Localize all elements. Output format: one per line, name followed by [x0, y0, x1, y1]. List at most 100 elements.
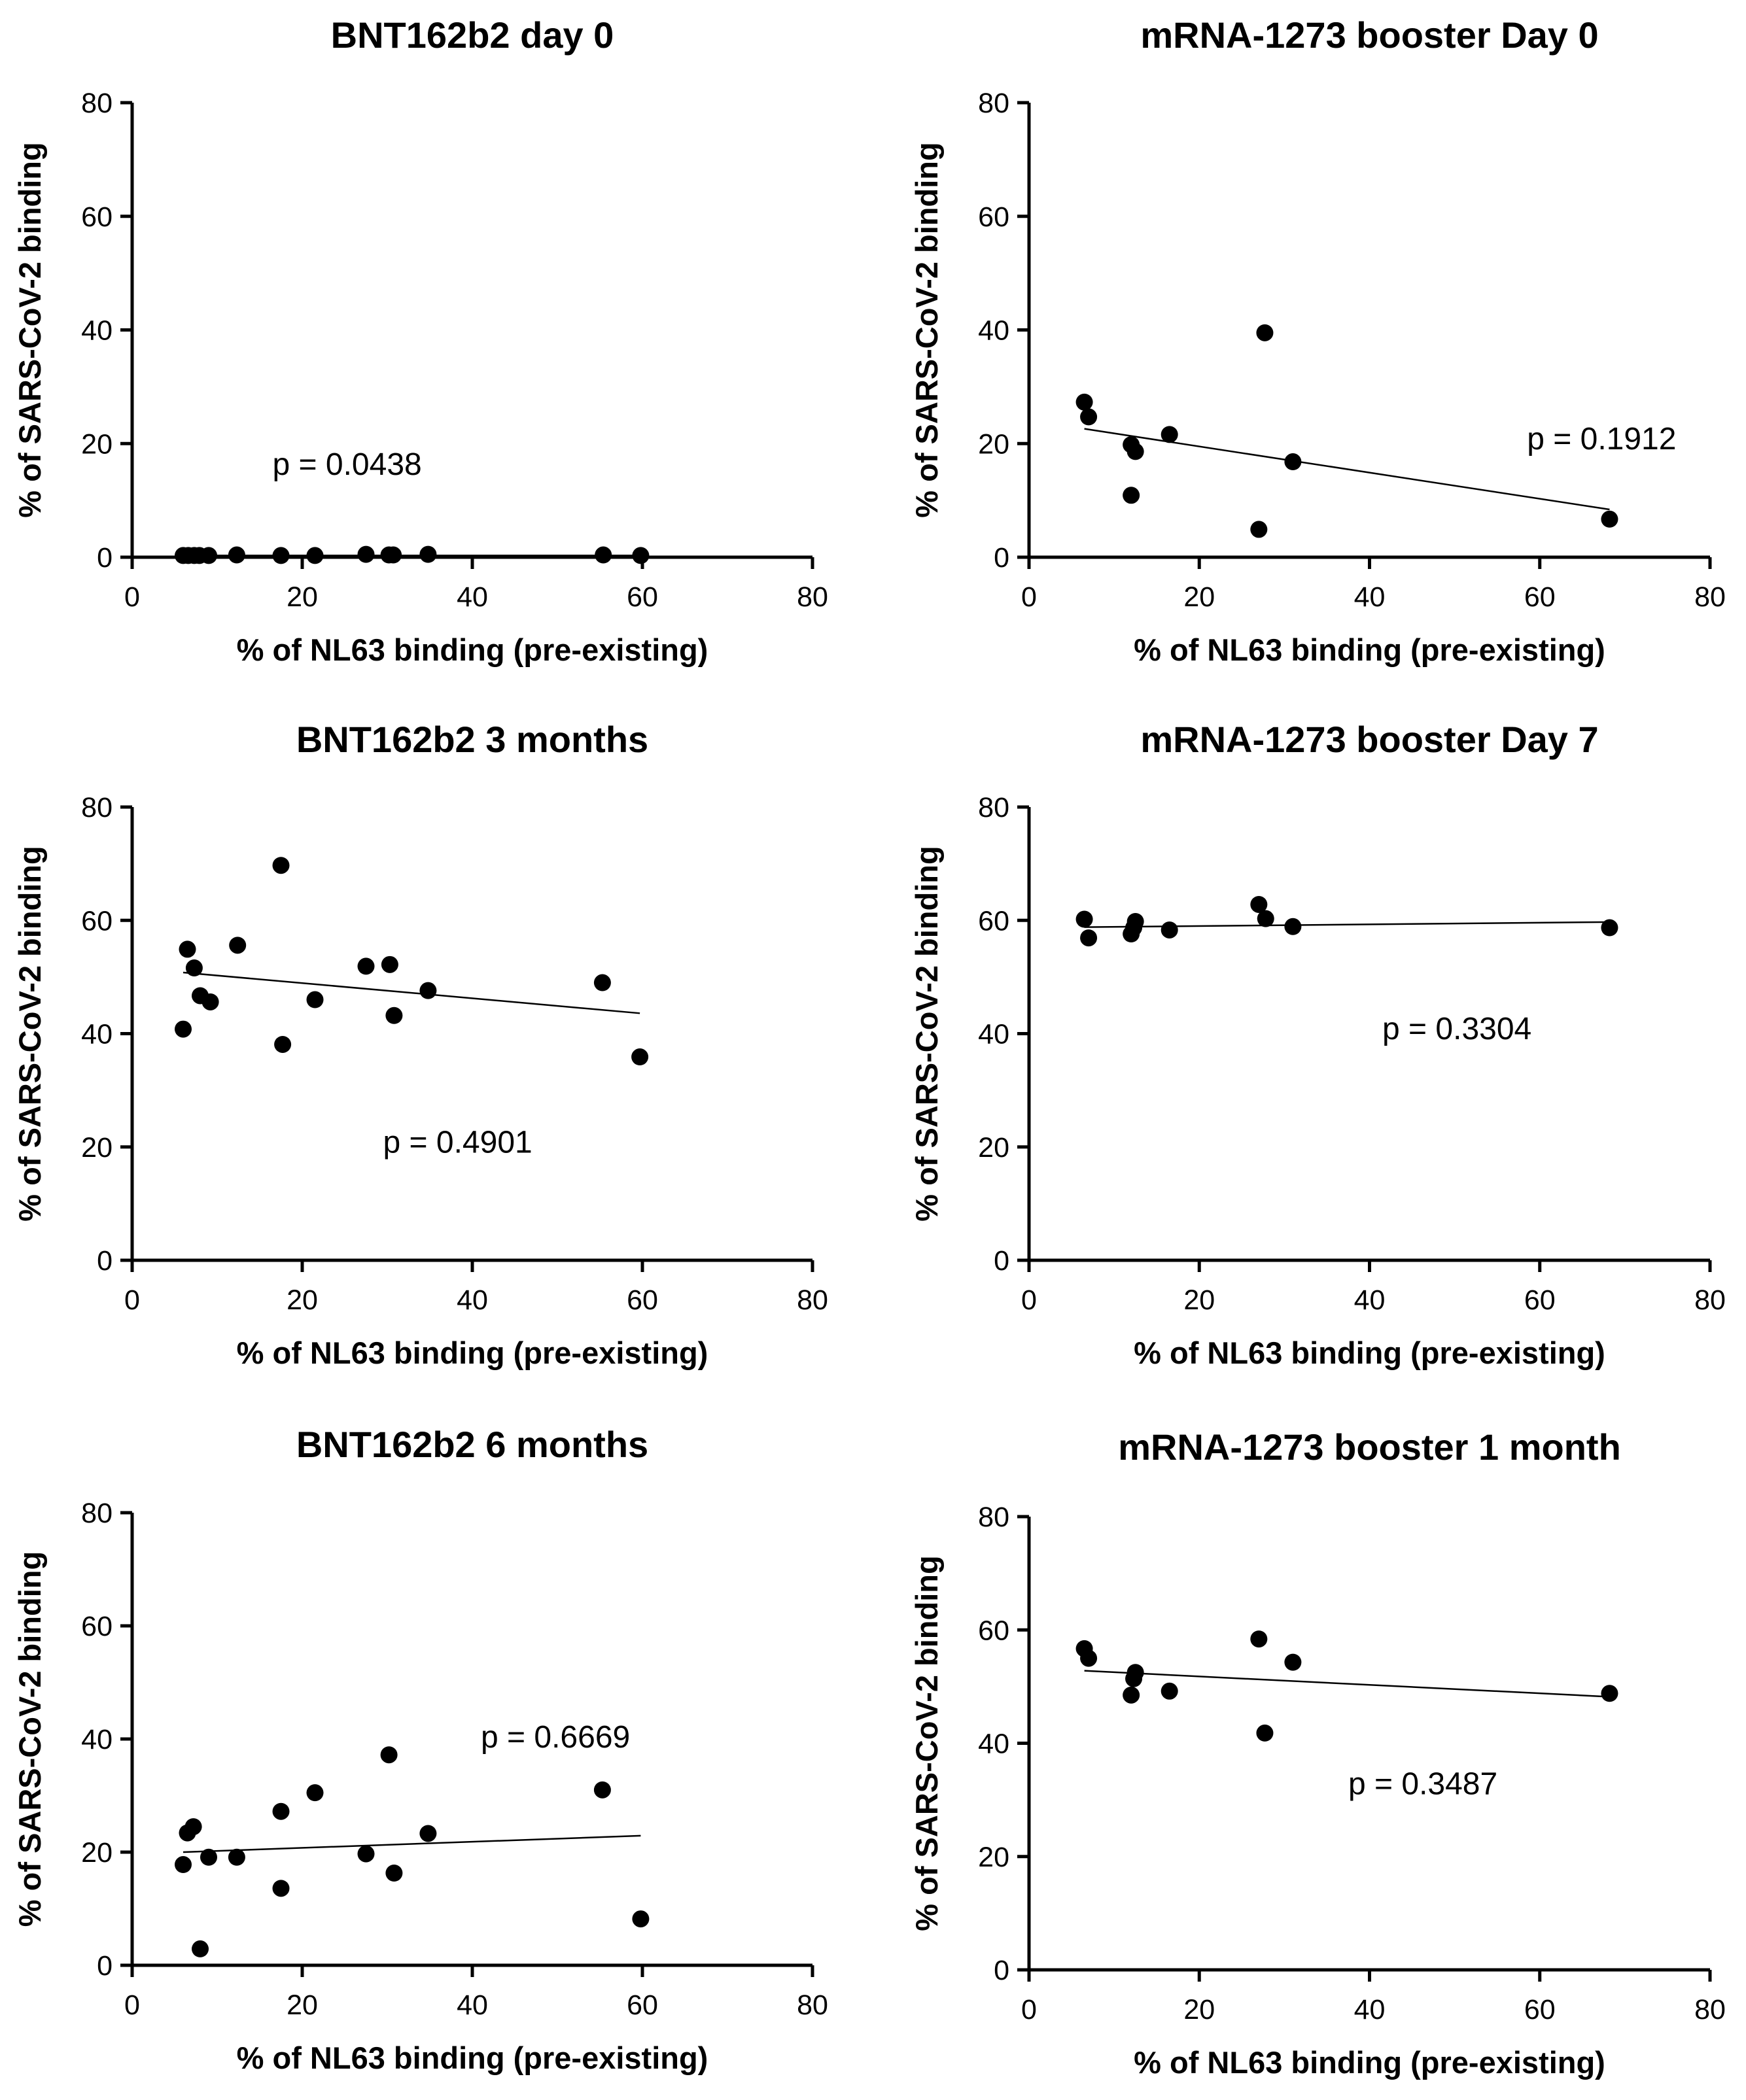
x-tick-label: 80	[1694, 1994, 1726, 2025]
chart-title: mRNA-1273 booster 1 month	[1118, 1426, 1621, 1468]
x-axis-label: % of NL63 binding (pre-existing)	[1134, 632, 1605, 667]
x-tick-label: 20	[1183, 581, 1215, 613]
y-tick-label: 40	[81, 1019, 113, 1050]
data-point	[1161, 1682, 1178, 1700]
data-point	[1284, 1653, 1302, 1671]
data-point	[274, 1035, 292, 1053]
data-point	[1250, 1630, 1268, 1648]
y-tick-label: 0	[97, 1950, 113, 1982]
x-tick-label: 80	[797, 1989, 828, 2021]
x-tick-label: 40	[1354, 581, 1386, 613]
y-axis-label: % of SARS-CoV-2 binding	[909, 142, 944, 517]
y-tick-label: 80	[81, 1498, 113, 1529]
x-tick-label: 60	[1524, 1994, 1556, 2025]
data-point	[1080, 929, 1098, 947]
data-point	[419, 545, 437, 563]
x-axis-label: % of NL63 binding (pre-existing)	[237, 632, 708, 667]
y-tick-label: 40	[81, 315, 113, 347]
data-point	[1075, 910, 1093, 928]
data-point	[200, 1848, 217, 1866]
y-tick-label: 80	[81, 792, 113, 823]
x-tick-label: 20	[287, 1284, 318, 1316]
p-value-label: p = 0.0438	[273, 447, 422, 482]
data-point	[1161, 921, 1178, 938]
p-value-label: p = 0.1912	[1527, 422, 1676, 456]
data-point	[419, 1825, 437, 1842]
data-point	[272, 1802, 290, 1820]
data-point	[385, 546, 402, 564]
data-point	[385, 1865, 403, 1882]
data-point	[593, 974, 611, 991]
data-point	[632, 1910, 650, 1928]
y-tick-label: 80	[978, 1502, 1009, 1533]
x-tick-label: 20	[287, 581, 318, 613]
data-point	[192, 1940, 209, 1957]
chart-panel-3: BNT162b2 3 months 0 20 40 60 80 0 20 40 60 80 % of …	[12, 719, 828, 1370]
data-point	[179, 940, 196, 958]
x-tick-label: 60	[1524, 1284, 1556, 1316]
x-tick-label: 60	[1524, 581, 1556, 613]
y-axis-label: % of SARS-CoV-2 binding	[12, 1551, 47, 1927]
data-point	[185, 959, 203, 977]
data-point	[380, 1746, 398, 1764]
data-point	[306, 1784, 324, 1802]
y-tick-label: 20	[81, 1132, 113, 1163]
y-tick-label: 40	[81, 1724, 113, 1755]
y-tick-label: 80	[978, 88, 1009, 119]
data-point	[381, 955, 398, 973]
data-point	[1256, 1724, 1274, 1742]
chart-panel-6: mRNA-1273 booster 1 month 0 20 40 60 80 0 20 40 6…	[909, 1426, 1726, 2080]
x-tick-label: 40	[1354, 1284, 1386, 1316]
data-point	[385, 1007, 403, 1024]
data-point	[1601, 1685, 1618, 1702]
y-tick-label: 40	[978, 1729, 1009, 1760]
data-point	[1126, 1664, 1144, 1681]
data-point	[1284, 453, 1302, 471]
data-point	[272, 857, 290, 874]
y-tick-label: 80	[81, 88, 113, 119]
x-tick-label: 20	[1183, 1994, 1215, 2025]
chart-title: mRNA-1273 booster Day 7	[1140, 719, 1598, 760]
y-tick-label: 60	[978, 1615, 1009, 1646]
y-tick-label: 60	[81, 1611, 113, 1642]
x-tick-label: 0	[124, 1989, 140, 2021]
x-tick-label: 40	[457, 1284, 488, 1316]
x-axis-label: % of NL63 binding (pre-existing)	[237, 2040, 708, 2075]
chart-title: BNT162b2 6 months	[296, 1424, 648, 1465]
y-tick-label: 60	[81, 905, 113, 937]
x-tick-label: 80	[797, 581, 828, 613]
data-point	[593, 1781, 611, 1799]
y-tick-label: 0	[994, 1245, 1009, 1277]
data-point	[306, 991, 324, 1008]
data-point	[357, 1845, 375, 1863]
y-tick-label: 0	[97, 542, 113, 574]
data-point	[1161, 426, 1178, 443]
x-axis-label: % of NL63 binding (pre-existing)	[1134, 1335, 1605, 1370]
data-point	[228, 546, 245, 564]
x-tick-label: 0	[1021, 1994, 1037, 2025]
p-value-label: p = 0.3487	[1348, 1766, 1497, 1801]
x-tick-label: 40	[457, 581, 488, 613]
y-tick-label: 0	[994, 542, 1009, 574]
data-point	[228, 1848, 245, 1866]
data-point	[419, 982, 437, 999]
y-axis-label: % of SARS-CoV-2 binding	[12, 846, 47, 1221]
x-tick-label: 80	[797, 1284, 828, 1316]
data-point	[1126, 912, 1144, 930]
data-point	[1256, 324, 1274, 341]
data-point	[200, 547, 217, 564]
chart-panel-2: mRNA-1273 booster Day 0 0 20 40 60 80 0 20 40 60 8…	[909, 14, 1726, 667]
y-tick-label: 20	[978, 428, 1009, 460]
y-tick-label: 40	[978, 315, 1009, 347]
data-point	[1123, 1686, 1140, 1704]
data-point	[631, 1048, 649, 1066]
data-point	[1075, 393, 1093, 411]
x-tick-label: 60	[627, 1989, 658, 2021]
x-axis-label: % of NL63 binding (pre-existing)	[1134, 2045, 1605, 2080]
y-tick-label: 20	[81, 428, 113, 460]
y-tick-label: 40	[978, 1019, 1009, 1050]
chart-title: mRNA-1273 booster Day 0	[1140, 14, 1598, 56]
y-tick-label: 60	[81, 201, 113, 233]
y-axis-label: % of SARS-CoV-2 binding	[909, 1555, 944, 1931]
p-value-label: p = 0.3304	[1382, 1012, 1531, 1046]
